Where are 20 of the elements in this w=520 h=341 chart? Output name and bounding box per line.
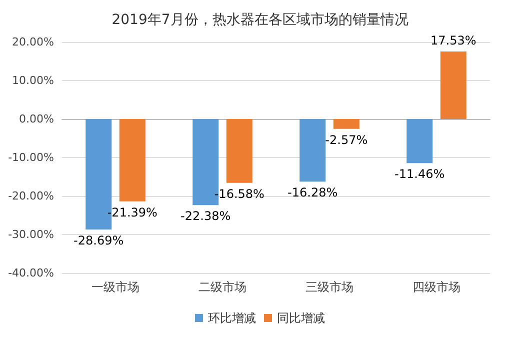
x-tick-label: 二级市场 (198, 280, 246, 294)
data-label: -2.57% (325, 132, 368, 147)
chart-title: 2019年7月份，热水器在各区域市场的销量情况 (112, 12, 408, 28)
y-tick-label: -40.00% (8, 266, 54, 280)
y-tick-label: -30.00% (8, 228, 54, 241)
data-label: -28.69% (74, 233, 124, 248)
y-tick-label: 10.00% (12, 74, 54, 87)
legend-label: 环比增减 (208, 311, 256, 325)
y-tick-label: 0.00% (19, 112, 54, 126)
x-tick-label: 一级市场 (92, 280, 140, 294)
data-label: -22.38% (180, 209, 231, 224)
y-tick-label: -20.00% (8, 190, 54, 202)
x-tick-label: 四级市场 (412, 280, 460, 294)
legend-label: 同比增减 (277, 311, 325, 325)
data-label: -11.46% (394, 167, 445, 182)
x-tick-label: 三级市场 (306, 280, 354, 294)
y-tick-label: -10.00% (8, 151, 54, 164)
y-tick-label: 20.00% (12, 36, 54, 48)
data-label: -16.28% (288, 186, 338, 200)
data-label: 17.53% (430, 34, 476, 48)
